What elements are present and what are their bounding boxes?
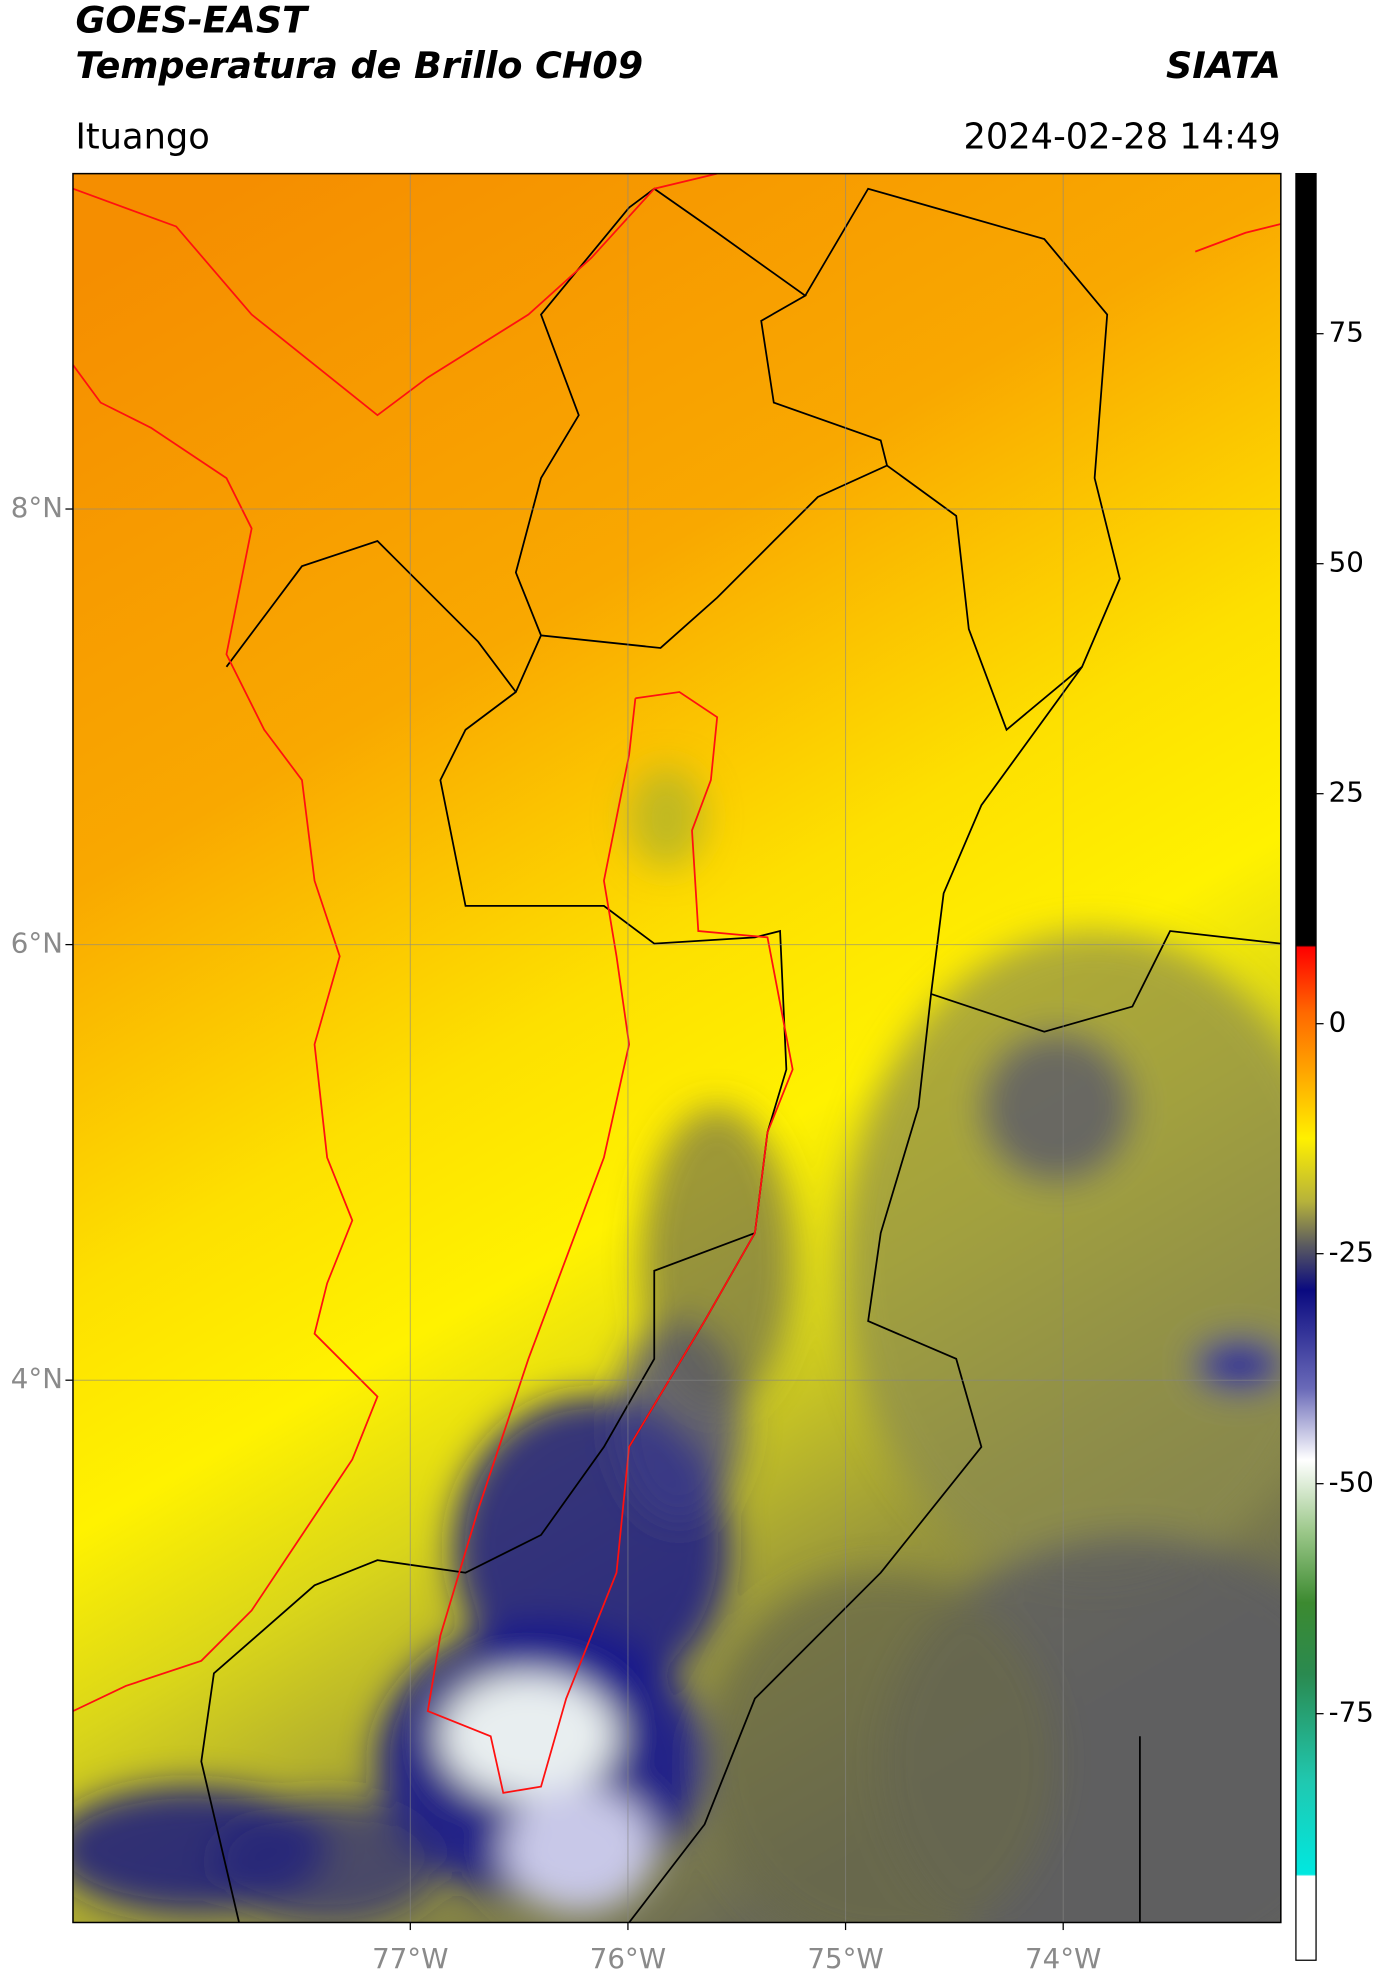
colorbar-tick-label: 50 [1329, 546, 1364, 579]
x-tick-label: 77°W [372, 1942, 448, 1975]
colorbar-tick-label: -75 [1329, 1696, 1374, 1729]
y-tick-label: 4°N [11, 1362, 63, 1395]
x-tick-label: 75°W [807, 1942, 883, 1975]
colorbar-tick-label: -50 [1329, 1466, 1374, 1499]
datetime: 2024-02-28 14:49 [963, 116, 1280, 157]
cloud-field [72, 767, 1281, 1923]
colorbar-tick-label: 75 [1329, 316, 1364, 349]
map-area [72, 173, 1281, 1923]
x-tick-label: 76°W [590, 1942, 666, 1975]
source: SIATA [1166, 44, 1281, 87]
x-tick-label: 74°W [1025, 1942, 1101, 1975]
title: GOES-EAST [75, 0, 310, 42]
grid [72, 173, 1281, 1923]
location: Ituango [75, 116, 209, 157]
y-tick-label: 6°N [11, 927, 63, 960]
admin-boundaries [200, 187, 1281, 1923]
coastline-and-basin [72, 173, 1281, 1794]
colorbar-tick-label: 0 [1329, 1006, 1347, 1039]
colorbar-tick-label: 25 [1329, 776, 1364, 809]
subtitle: Temperatura de Brillo CH09 [75, 44, 643, 87]
y-tick-label: 8°N [11, 491, 63, 524]
colorbar-tick-label: -25 [1329, 1236, 1374, 1269]
map-frame [72, 172, 1282, 1924]
colorbar [1295, 172, 1317, 1961]
